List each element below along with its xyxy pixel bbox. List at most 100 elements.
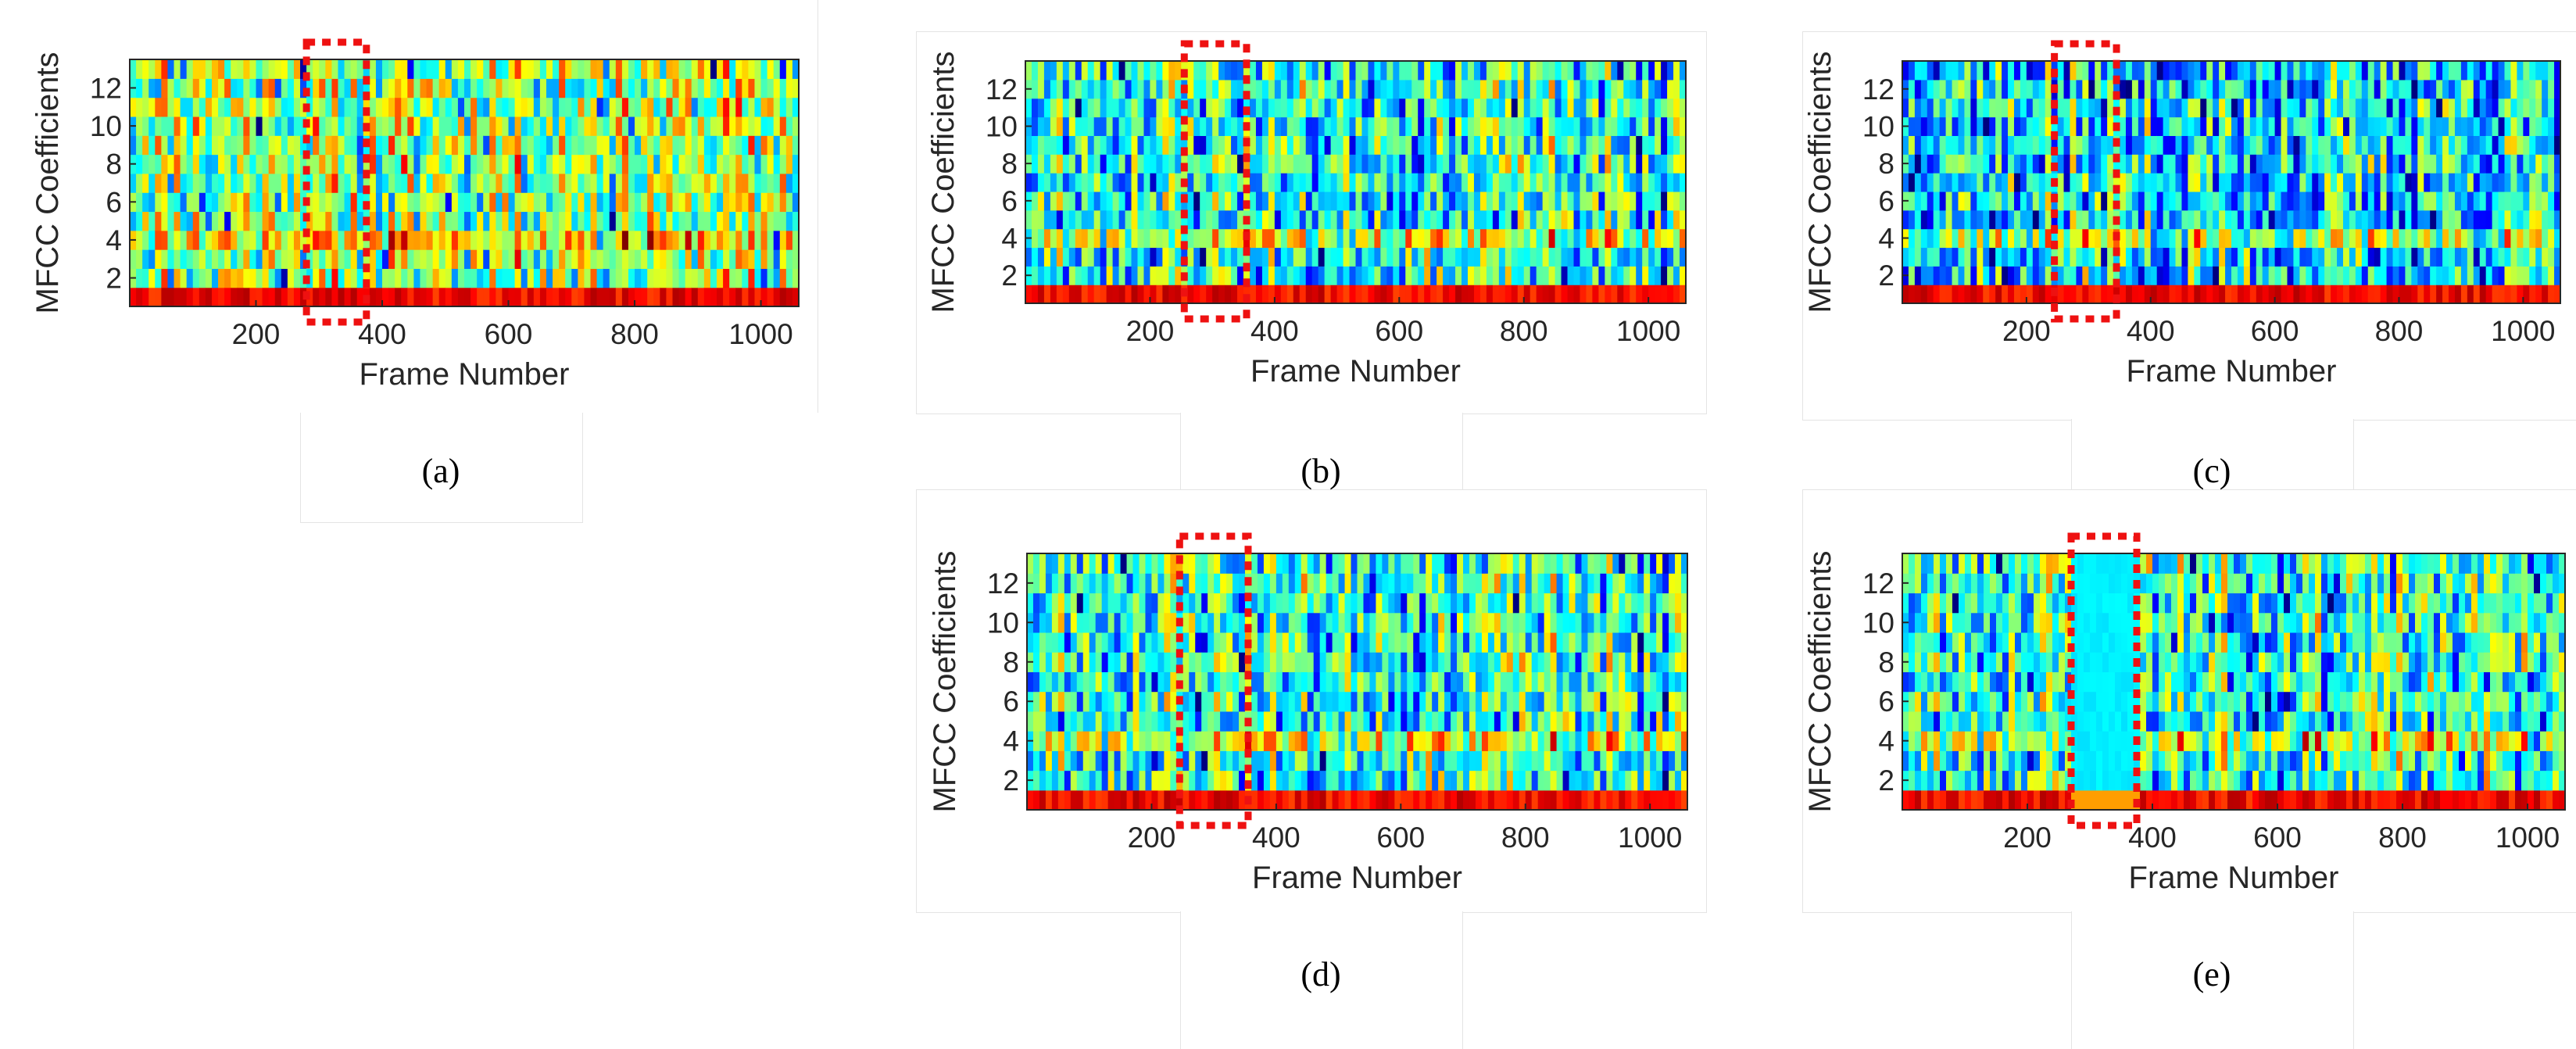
heatmap-cell [1076,789,1084,811]
heatmap-cell [2548,209,2555,230]
heatmap-cell [1927,191,1934,211]
heatmap-cell [262,154,270,174]
heatmap-cell [596,211,604,231]
heatmap-cell [1933,228,1941,249]
heatmap-cell [2213,247,2220,267]
heatmap-cell [2392,247,2400,267]
heatmap-cell [1039,711,1046,732]
heatmap-cell [205,287,213,307]
heatmap-cell [1143,191,1151,211]
heatmap-cell [2312,266,2319,285]
heatmap-cell [1462,173,1469,192]
heatmap-cell [2449,154,2456,174]
heatmap-cell [660,192,667,213]
heatmap-cell [1338,632,1346,653]
heatmap-cell [426,116,434,136]
heatmap-cell [211,154,219,174]
heatmap-cell [1081,154,1089,174]
heatmap-cell [2101,154,2108,174]
heatmap-cell [2380,79,2388,99]
heatmap-cell [1231,285,1238,304]
heatmap-cell [2318,173,2325,192]
heatmap-cell [2249,116,2257,136]
heatmap-cell [2063,116,2071,136]
heatmap-cell [375,192,383,213]
heatmap-cell [1344,573,1352,594]
heatmap-cell [729,59,736,79]
heatmap-cell [2548,116,2555,136]
heatmap-cell [2504,285,2512,304]
heatmap-cell [2324,79,2331,99]
heatmap-cell [350,268,358,288]
heatmap-cell [483,78,490,98]
heatmap-cell [2386,61,2394,81]
heatmap-cell [1145,612,1153,633]
heatmap-cell [2231,247,2238,267]
heatmap-cell [161,192,169,213]
heatmap-cell [2013,135,2021,155]
heatmap-cell [2163,61,2170,81]
heatmap-cell [2002,154,2009,174]
heatmap-cell [754,287,762,307]
heatmap-cell [1093,228,1101,249]
heatmap-cell [2088,116,2095,136]
heatmap-cell [1200,154,1207,174]
heatmap-cell [338,116,345,136]
heatmap-cell [1288,652,1296,672]
heatmap-cell [2405,228,2412,249]
heatmap-cell [287,59,295,79]
heatmap-cell [1361,116,1369,136]
heatmap-cell [1338,691,1346,712]
heatmap-cell [1661,228,1668,249]
heatmap-cell [136,192,143,213]
heatmap-cell [2200,61,2207,81]
heatmap-cell [1156,98,1163,118]
heatmap-cell [1424,285,1431,304]
heatmap-cell [1338,750,1346,772]
heatmap-cell [1214,691,1221,712]
heatmap-cell [155,135,162,156]
heatmap-cell [2101,79,2108,99]
heatmap-cell [407,173,414,193]
heatmap-cell [1455,191,1462,211]
heatmap-cell [1462,266,1469,285]
heatmap-cell [2380,173,2388,192]
heatmap-cell [1245,671,1252,693]
heatmap-cell [2120,135,2127,155]
heatmap-cell [2361,116,2369,136]
heatmap-cell [1145,711,1153,732]
heatmap-cell [1282,632,1290,653]
heatmap-cell [2281,266,2288,285]
heatmap-cell [603,249,610,269]
heatmap-cell [559,192,566,213]
heatmap-cell [243,135,251,156]
heatmap-cell [1473,173,1481,192]
heatmap-cell [1351,593,1358,614]
heatmap-cell [1039,750,1046,772]
heatmap-cell [1237,247,1244,267]
heatmap-cell [325,192,333,213]
heatmap-cell [590,211,598,231]
heatmap-cell [2032,247,2040,267]
heatmap-cell [584,97,592,117]
heatmap-cell [2542,228,2549,249]
heatmap-cell [1349,266,1357,285]
heatmap-cell [218,78,225,98]
heatmap-cell [2281,209,2288,230]
heatmap-cell [483,192,490,213]
heatmap-cell [496,173,503,193]
heatmap-cell [1208,770,1215,791]
heatmap-cell [553,116,560,136]
heatmap-cell [1274,209,1282,230]
heatmap-cell [1201,612,1208,633]
heatmap-cell [1286,61,1294,81]
heatmap-cell [1112,116,1120,136]
heatmap-cell [1068,266,1076,285]
heatmap-cell [2237,98,2245,118]
heatmap-cell [1043,98,1051,118]
heatmap-cell [1318,247,1326,267]
heatmap-cell [1642,191,1649,211]
heatmap-cell [1598,116,1605,136]
heatmap-cell [1605,173,1612,192]
heatmap-cell [1025,61,1032,81]
